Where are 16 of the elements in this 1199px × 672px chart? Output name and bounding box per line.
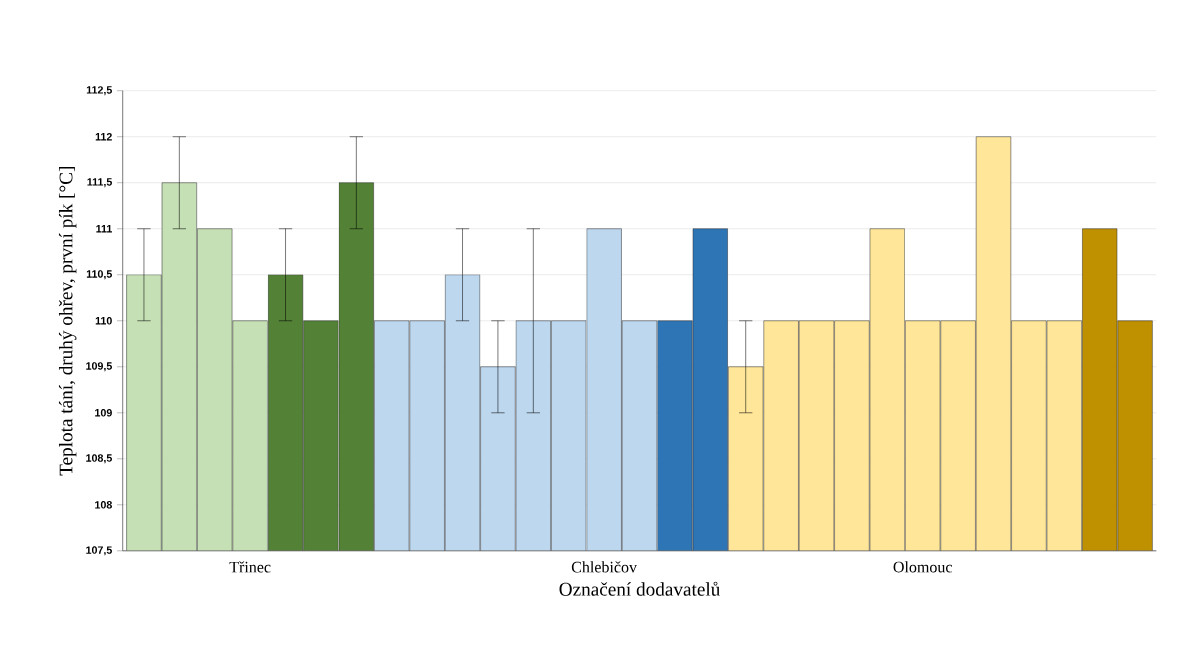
x-tick-label: Chlebičov: [571, 561, 638, 573]
y-tick-label: 109,5: [86, 362, 112, 372]
y-tick-label: 112: [95, 132, 112, 141]
y-tick-label: 111: [96, 224, 112, 233]
y-tick-label: 109: [95, 408, 112, 417]
y-axis-title: Teplota tání, druhý ohřev, první pík [°C]: [58, 166, 77, 476]
y-tick-label: 111,5: [87, 178, 112, 188]
y-tick-label: 108,5: [86, 454, 112, 464]
y-tick-label: 108: [95, 500, 112, 509]
y-tick-label: 107,5: [86, 546, 112, 556]
y-tick-label: 112,5: [86, 86, 112, 96]
y-tick-label: 110,5: [86, 270, 112, 280]
x-tick-label: Olomouc: [893, 561, 952, 573]
y-tick-label: 110: [95, 316, 112, 325]
x-tick-label: Třinec: [229, 561, 271, 573]
x-axis-title: Označení dodavatelů: [559, 581, 720, 596]
